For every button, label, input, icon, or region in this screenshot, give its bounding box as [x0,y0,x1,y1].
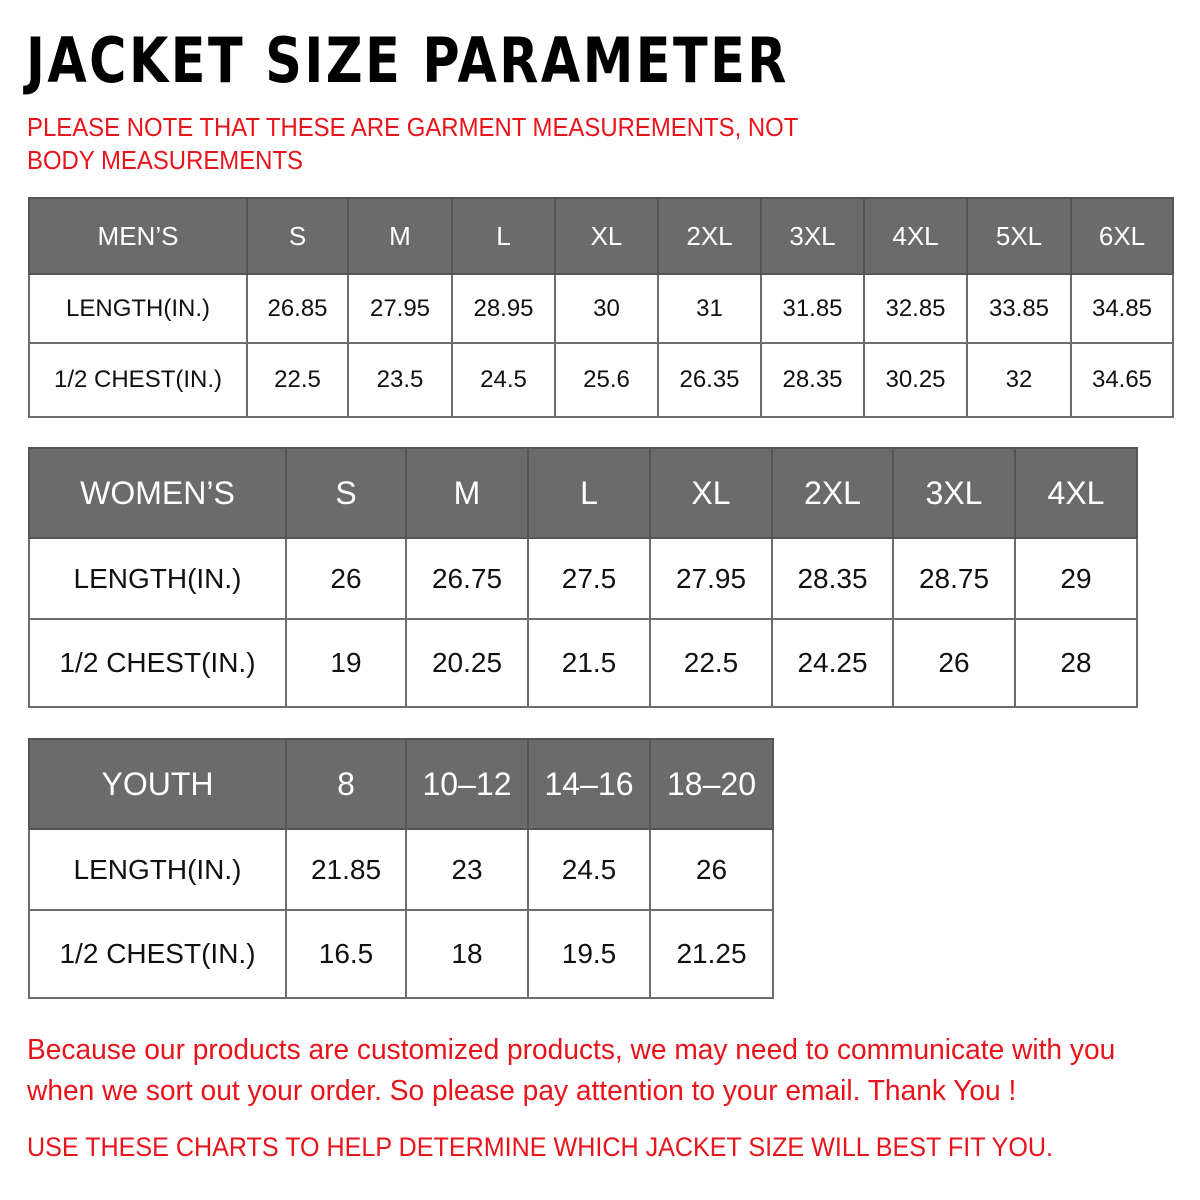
chest-row-cell: 24.5 [451,342,556,418]
chest-row-cell: 26 [892,618,1016,708]
chest-row-cell: 19 [285,618,407,708]
header-row-cell: 14–16 [527,738,651,830]
header-row-cell: XL [554,197,659,275]
customization-notice: Because our products are customized prod… [27,1030,1115,1112]
header-row-cell: M [405,447,529,539]
notice-line-2: when we sort out your order. So please p… [27,1075,1017,1107]
notice-line-1: Because our products are customized prod… [27,1034,1116,1066]
header-row-cell: XL [649,447,773,539]
header-row-cell: S [285,447,407,539]
header-row: YOUTH 8 10–12 14–16 18–20 [28,738,774,830]
header-row-label: MEN’S [28,197,248,275]
length-row-cell: 26 [649,828,774,911]
chest-row: 1/2 CHEST(IN.) 16.5 18 19.5 21.25 [28,909,774,999]
chest-row-cell: 28.35 [760,342,865,418]
length-row-label: LENGTH(IN.) [28,537,287,620]
header-row-cell: 10–12 [405,738,529,830]
chest-row-cell: 30.25 [863,342,968,418]
header-row-cell: 2XL [657,197,762,275]
length-row-cell: 28.35 [771,537,894,620]
length-row-cell: 31.85 [760,273,865,344]
length-row-cell: 29 [1014,537,1138,620]
chest-row-label: 1/2 CHEST(IN.) [28,342,248,418]
header-row-label: WOMEN’S [28,447,287,539]
chest-row-cell: 20.25 [405,618,529,708]
header-row-cell: 5XL [966,197,1072,275]
chest-row-cell: 16.5 [285,909,407,999]
length-row-cell: 23 [405,828,529,911]
header-row-cell: 2XL [771,447,894,539]
length-row-cell: 21.85 [285,828,407,911]
chest-row-cell: 32 [966,342,1072,418]
length-row-cell: 27.95 [649,537,773,620]
chest-row-cell: 26.35 [657,342,762,418]
header-row-cell: 4XL [863,197,968,275]
length-row-cell: 28.75 [892,537,1016,620]
chest-row: 1/2 CHEST(IN.) 22.5 23.5 24.5 25.6 26.35 28.35… [28,342,1174,418]
length-row-cell: 31 [657,273,762,344]
chest-row-cell: 18 [405,909,529,999]
chest-row-label: 1/2 CHEST(IN.) [28,618,287,708]
header-row-cell: 8 [285,738,407,830]
length-row-label: LENGTH(IN.) [28,273,248,344]
length-row: LENGTH(IN.) 21.85 23 24.5 26 [28,828,774,911]
chest-row-label: 1/2 CHEST(IN.) [28,909,287,999]
chest-row-cell: 23.5 [347,342,453,418]
size-advice: USE THESE CHARTS TO HELP DETERMINE WHICH… [27,1132,1054,1162]
chest-row: 1/2 CHEST(IN.) 19 20.25 21.5 22.5 24.25 26 28 [28,618,1138,708]
chest-row-cell: 19.5 [527,909,651,999]
header-row-cell: L [451,197,556,275]
header-row-cell: 3XL [760,197,865,275]
measurement-note: PLEASE NOTE THAT THESE ARE GARMENT MEASU… [27,112,798,175]
length-row-cell: 32.85 [863,273,968,344]
chest-row-cell: 21.25 [649,909,774,999]
chest-row-cell: 28 [1014,618,1138,708]
length-row-cell: 26.75 [405,537,529,620]
chest-row-cell: 21.5 [527,618,651,708]
page-title: JACKET SIZE PARAMETER [26,24,789,97]
header-row-label: YOUTH [28,738,287,830]
length-row: LENGTH(IN.) 26 26.75 27.5 27.95 28.35 28.75 29 [28,537,1138,620]
header-row-cell: 6XL [1070,197,1174,275]
chest-row-cell: 22.5 [246,342,349,418]
length-row-label: LENGTH(IN.) [28,828,287,911]
length-row-cell: 26 [285,537,407,620]
chest-row-cell: 34.65 [1070,342,1174,418]
length-row-cell: 27.95 [347,273,453,344]
length-row-cell: 26.85 [246,273,349,344]
length-row-cell: 27.5 [527,537,651,620]
header-row-cell: M [347,197,453,275]
header-row-cell: 18–20 [649,738,774,830]
header-row-cell: 3XL [892,447,1016,539]
header-row: WOMEN’S S M L XL 2XL 3XL 4XL [28,447,1138,539]
chest-row-cell: 25.6 [554,342,659,418]
length-row-cell: 24.5 [527,828,651,911]
length-row-cell: 30 [554,273,659,344]
chest-row-cell: 22.5 [649,618,773,708]
header-row-cell: S [246,197,349,275]
womens-size-table: WOMEN’S S M L XL 2XL 3XL 4XL LENGTH(IN.) 26 26.75 2… [28,447,1138,708]
header-row-cell: 4XL [1014,447,1138,539]
length-row-cell: 28.95 [451,273,556,344]
length-row-cell: 34.85 [1070,273,1174,344]
youth-size-table: YOUTH 8 10–12 14–16 18–20 LENGTH(IN.) 21.85 23 2… [28,738,774,999]
mens-size-table: MEN’S S M L XL 2XL 3XL 4XL 5XL 6XL LENGTH(IN.) 26.8… [28,197,1174,418]
header-row: MEN’S S M L XL 2XL 3XL 4XL 5XL 6XL [28,197,1174,275]
length-row: LENGTH(IN.) 26.85 27.95 28.95 30 31 31.85 32.85… [28,273,1174,344]
length-row-cell: 33.85 [966,273,1072,344]
chest-row-cell: 24.25 [771,618,894,708]
header-row-cell: L [527,447,651,539]
